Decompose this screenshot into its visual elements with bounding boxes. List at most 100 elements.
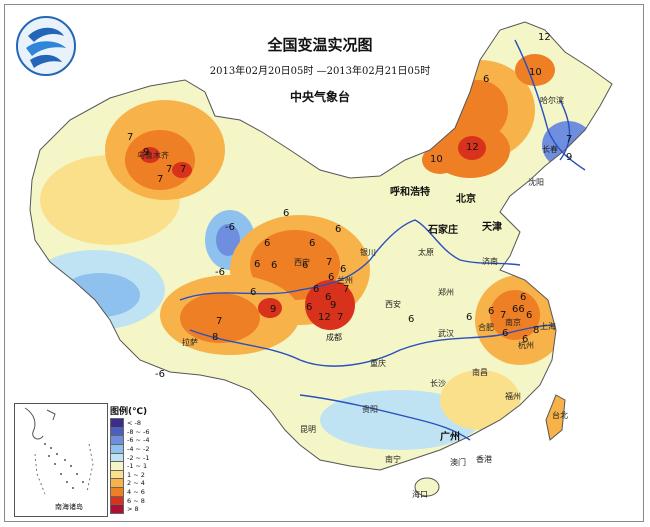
city-shijiazhuang: 石家庄 xyxy=(427,223,458,236)
value-label: 8 xyxy=(533,325,539,336)
legend-label: -8 ~ -6 xyxy=(127,427,150,436)
city-labels: 乌鲁木齐 哈尔滨 长春 沈阳 呼和浩特 北京 天津 石家庄 太原 济南 银川 西… xyxy=(137,95,568,499)
value-label: 6 xyxy=(283,208,289,219)
city-nanning: 南宁 xyxy=(385,454,401,464)
value-label: -6 xyxy=(215,267,225,278)
value-label: 6 xyxy=(254,259,260,270)
city-chongqing: 重庆 xyxy=(370,358,386,368)
cma-logo-icon xyxy=(16,16,76,76)
legend-title: 图例(℃) xyxy=(110,407,148,417)
city-shenyang: 沈阳 xyxy=(528,177,544,187)
value-label: 7 xyxy=(127,132,133,143)
city-taibei: 台北 xyxy=(552,410,568,420)
legend-item: > 8 xyxy=(110,504,170,515)
value-label: 6 xyxy=(408,314,414,325)
value-label: 6 xyxy=(466,312,472,323)
city-wuhan: 武汉 xyxy=(438,328,454,338)
city-harbin: 哈尔滨 xyxy=(540,95,564,105)
city-nanchang: 南昌 xyxy=(472,367,488,377)
value-label: 12 xyxy=(318,312,331,323)
rivers xyxy=(179,39,586,441)
value-label: 6 xyxy=(313,284,319,295)
value-label: -6 xyxy=(155,369,165,380)
value-label: 6 xyxy=(483,74,489,85)
legend-swatch xyxy=(110,504,124,515)
value-label: 7 xyxy=(343,284,349,295)
city-kunming: 昆明 xyxy=(300,425,316,434)
city-lanzhou: 兰州 xyxy=(337,275,353,285)
legend-label: 4 ~ 6 xyxy=(127,488,145,497)
value-label: 6 xyxy=(526,310,532,321)
city-yinchuan: 银川 xyxy=(360,247,376,257)
value-label: 6 xyxy=(325,292,331,303)
city-urumqi: 乌鲁木齐 xyxy=(137,150,169,160)
value-label: 7 xyxy=(180,164,186,175)
city-shanghai: 上海 xyxy=(540,321,556,331)
south-china-sea-inset: 南海诸岛 xyxy=(14,403,108,517)
value-label: 6 xyxy=(271,260,277,271)
map-subtitle: 2013年02月20日05时 —2013年02月21日05时 xyxy=(209,66,431,77)
city-lhasa: 拉萨 xyxy=(182,337,198,347)
city-changsha: 长沙 xyxy=(430,378,446,388)
value-label: 6 xyxy=(306,302,312,313)
value-label: 7 xyxy=(337,312,343,323)
value-label: 7 xyxy=(500,310,506,321)
taiwan-island xyxy=(545,394,566,441)
value-label: 9 xyxy=(330,300,336,311)
city-zhengzhou: 郑州 xyxy=(438,287,454,297)
value-label: 66 xyxy=(512,304,525,315)
inset-map xyxy=(24,407,94,495)
value-label: 6 xyxy=(302,260,308,271)
map-title: 全国变温实况图 xyxy=(267,36,373,54)
value-label: 7 xyxy=(216,316,222,327)
legend-label: -4 ~ -2 xyxy=(127,445,150,454)
legend-label: 6 ~ 8 xyxy=(127,496,145,505)
value-label: 6 xyxy=(250,287,256,298)
value-label: 6 xyxy=(328,272,334,283)
legend-label: -6 ~ -4 xyxy=(127,436,150,445)
value-label: 12 xyxy=(538,32,551,43)
value-label: 7 xyxy=(166,164,172,175)
legend-label: -2 ~ -1 xyxy=(127,453,150,462)
city-beijing: 北京 xyxy=(456,192,476,205)
city-chengdu: 成都 xyxy=(326,332,342,342)
value-label: 9 xyxy=(143,147,149,158)
value-label: 6 xyxy=(502,328,508,339)
china-border xyxy=(29,21,613,471)
legend-label: -1 ~ 1 xyxy=(127,462,148,471)
city-hohhot: 呼和浩特 xyxy=(390,185,430,198)
value-label: 10 xyxy=(529,67,542,78)
value-label: 8 xyxy=(212,332,218,343)
city-xining: 西宁 xyxy=(294,257,310,267)
value-label: 6 xyxy=(522,334,528,345)
city-xian: 西安 xyxy=(385,299,401,309)
hainan-island xyxy=(414,477,440,497)
value-label: 6 xyxy=(340,264,346,275)
city-changchun: 长春 xyxy=(542,144,558,154)
legend: 图例(℃) < -8 -8 ~ -6 -6 ~ -4 -4 ~ -2 -2 ~ -1 -1… xyxy=(110,404,170,515)
legend-label: 1 ~ 2 xyxy=(127,470,145,479)
city-guiyang: 贵阳 xyxy=(362,404,378,414)
city-nanjing: 南京 xyxy=(505,317,521,327)
city-guangzhou: 广州 xyxy=(440,430,460,443)
inset-label: 南海诸岛 xyxy=(55,503,83,511)
value-label: 7 xyxy=(157,174,163,185)
value-label: 6 xyxy=(309,238,315,249)
city-haikou: 海口 xyxy=(412,489,428,499)
value-label: 6 xyxy=(488,306,494,317)
value-label: 9 xyxy=(270,304,276,315)
city-hongkong: 香港 xyxy=(476,454,492,464)
city-tianjin: 天津 xyxy=(482,220,502,233)
value-label: 10 xyxy=(430,154,443,165)
city-taiyuan: 太原 xyxy=(418,247,434,257)
city-hangzhou: 杭州 xyxy=(518,340,534,350)
legend-label: < -8 xyxy=(127,419,141,428)
city-fuzhou: 福州 xyxy=(505,392,521,401)
temperature-values: 12 10 6 7 9 12 10 7 9 7 7 7 -6 -6 6 6 6 … xyxy=(127,32,572,380)
value-label: 9 xyxy=(566,152,572,163)
city-macau: 澳门 xyxy=(450,457,466,467)
map-organization: 中央气象台 xyxy=(289,90,350,104)
value-label: -6 xyxy=(225,222,235,233)
value-label: 12 xyxy=(466,142,479,153)
